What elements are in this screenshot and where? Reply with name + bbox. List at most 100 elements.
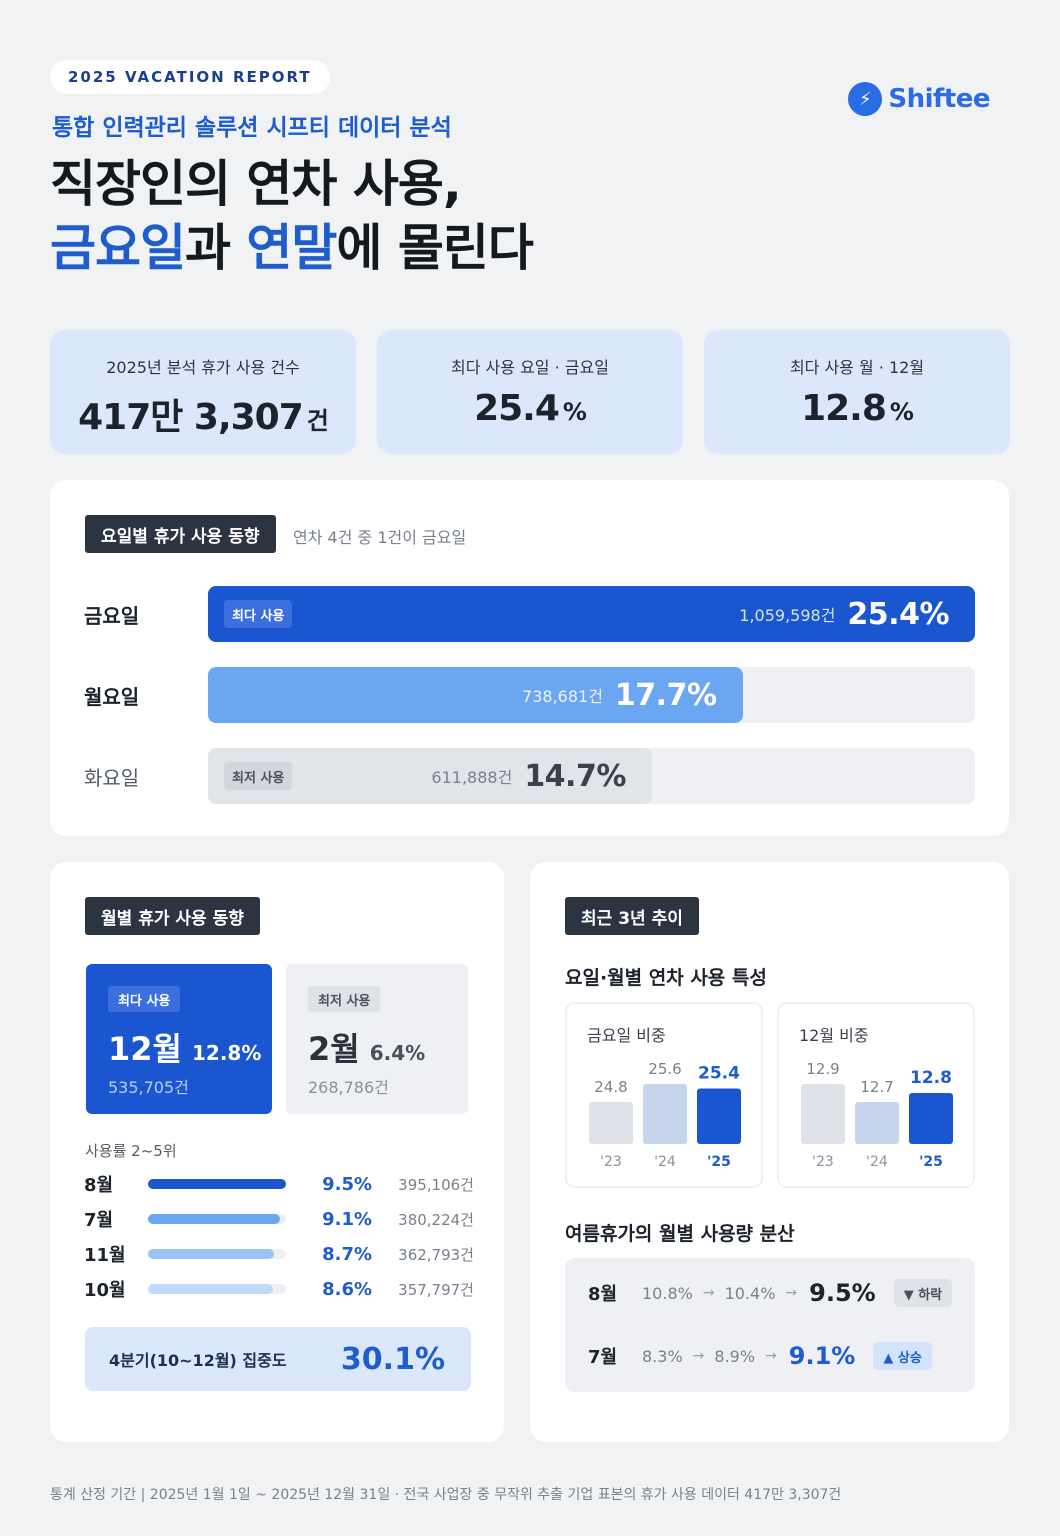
q4-value: 30.1% <box>340 1341 445 1377</box>
rank-count: 362,793건 <box>398 1245 474 1264</box>
weekday-bar-track: 611,888건 14.7% 최저 사용 <box>208 748 975 804</box>
trend-section1-title: 요일·월별 연차 사용 특성 <box>565 967 767 989</box>
min-month-main: 2월 6.4% <box>308 1024 425 1070</box>
footnote: 통계 산정 기간 | 2025년 1월 1일 ~ 2025년 12월 31일 ·… <box>50 1487 842 1503</box>
december-share-chart: 12월 비중 12.9 '23 12.7 '24 12.8 '25 <box>777 1002 975 1188</box>
rank-bar-track <box>148 1249 286 1259</box>
rank-row: 11월 8.7% 362,793건 <box>84 1241 474 1267</box>
rank-row: 7월 9.1% 380,224건 <box>84 1206 474 1232</box>
min-usage-badge: 최저 사용 <box>308 986 381 1012</box>
trend-section2-title: 여름휴가의 월별 사용량 분산 <box>565 1223 795 1245</box>
weekday-label-monday: 월요일 <box>84 685 140 709</box>
headline-connector: 과 <box>185 219 247 277</box>
trend-value-label: 24.8 <box>594 1078 627 1096</box>
report-subtitle: 통합 인력관리 솔루션 시프티 데이터 분석 <box>52 115 452 141</box>
stat-unit: % <box>562 398 587 426</box>
headline-line-1: 직장인의 연차 사용, <box>50 155 462 213</box>
rank-bar <box>148 1249 275 1259</box>
trend-value-label: 25.4 <box>698 1064 740 1084</box>
weekday-value: 1,059,598건 25.4% <box>739 586 949 642</box>
rank-bar-track <box>148 1214 286 1224</box>
weekday-count: 611,888건 <box>431 768 513 787</box>
arrow-right-icon: → <box>702 1285 715 1301</box>
weekday-value: 611,888건 14.7% <box>431 748 626 804</box>
stat-value: 25.4% <box>377 388 683 429</box>
weekday-value: 738,681건 17.7% <box>522 667 717 723</box>
trend-year-label: '23 <box>812 1154 834 1170</box>
stat-label: 2025년 분석 휴가 사용 건수 <box>106 358 300 377</box>
rank-month: 11월 <box>84 1245 126 1266</box>
headline-highlight-friday: 금요일 <box>50 219 186 277</box>
rank-count: 380,224건 <box>398 1210 474 1229</box>
stat-unit: % <box>889 398 914 426</box>
rank-month: 8월 <box>84 1175 114 1196</box>
rank-row: 8월 9.5% 395,106건 <box>84 1171 474 1197</box>
stat-label: 최다 사용 월 · 12월 <box>789 358 925 377</box>
weekday-count: 1,059,598건 <box>739 606 836 625</box>
max-month-count: 535,705건 <box>108 1078 189 1097</box>
q4-concentration-box: 4분기(10~12월) 집중도 30.1% <box>85 1327 471 1391</box>
trend-year-label: '23 <box>600 1154 622 1170</box>
mini-chart-title: 12월 비중 <box>799 1026 869 1045</box>
decrease-badge: ▼ 하락 <box>893 1279 953 1307</box>
stat-value: 12.8% <box>704 388 1010 429</box>
trend-year-label: '25 <box>919 1154 943 1170</box>
summer-value-25: 9.5% <box>809 1279 876 1307</box>
rank-pct: 8.6% <box>322 1278 372 1300</box>
max-usage-badge: 최다 사용 <box>108 986 181 1012</box>
min-month-pct: 6.4% <box>369 1041 426 1065</box>
trend-bar-december-1 <box>855 1102 899 1144</box>
shiftee-logo: ⚡ Shiftee <box>848 82 990 116</box>
friday-share-chart: 금요일 비중 24.8 '23 25.6 '24 25.4 '25 <box>565 1002 763 1188</box>
rank-month: 10월 <box>84 1280 126 1301</box>
rank-month: 7월 <box>84 1210 114 1231</box>
stat-value: 417만 3,307 건 <box>50 388 356 440</box>
trend-value-label: 12.9 <box>806 1060 839 1078</box>
monthly-section-tag: 월별 휴가 사용 동향 <box>85 897 260 935</box>
trend-bar-december-2 <box>909 1093 953 1144</box>
rank-count: 357,797건 <box>398 1280 474 1299</box>
increase-badge: ▲ 상승 <box>873 1342 932 1370</box>
rank-bar <box>148 1284 273 1294</box>
stat-number: 417만 3,307 <box>78 397 304 438</box>
logo-text: Shiftee <box>888 84 990 114</box>
trend-section-tag: 최근 3년 추이 <box>565 897 699 935</box>
stat-card-top-month: 최다 사용 월 · 12월 12.8% <box>704 330 1010 454</box>
weekday-label-tuesday: 화요일 <box>84 766 140 790</box>
rank-pct: 8.7% <box>322 1243 372 1265</box>
weekday-bar-friday <box>208 586 975 642</box>
max-month-main: 12월 12.8% <box>108 1024 261 1070</box>
min-usage-badge: 최저 사용 <box>224 762 293 790</box>
rank-bar <box>148 1179 286 1189</box>
summer-row-august: 8월 10.8% → 10.4% → 9.5% ▼ 하락 <box>588 1273 958 1313</box>
rank-bar-track <box>148 1179 286 1189</box>
rank-title: 사용률 2~5위 <box>85 1142 177 1160</box>
headline-highlight-yearend: 연말 <box>246 219 337 277</box>
rank-bar <box>148 1214 281 1224</box>
weekday-section-tag: 요일별 휴가 사용 동향 <box>85 515 276 553</box>
summer-value-25: 9.1% <box>788 1342 856 1370</box>
stat-card-top-weekday: 최다 사용 요일 · 금요일 25.4% <box>377 330 683 454</box>
arrow-right-icon: → <box>785 1285 798 1301</box>
report-tag: 2025 VACATION REPORT <box>50 60 330 94</box>
summer-value-24: 10.4% <box>724 1283 776 1303</box>
rank-pct: 9.1% <box>322 1208 372 1230</box>
lightning-bolt-icon: ⚡ <box>848 82 883 116</box>
rank-row: 10월 8.6% 357,797건 <box>84 1276 474 1302</box>
weekday-label-friday: 금요일 <box>84 604 140 628</box>
weekday-pct: 25.4% <box>847 596 949 632</box>
stat-label: 최다 사용 요일 · 금요일 <box>451 358 609 377</box>
weekday-count: 738,681건 <box>522 687 603 706</box>
stat-unit: 건 <box>306 407 329 435</box>
stat-number: 12.8 <box>801 388 887 429</box>
stat-card-total: 2025년 분석 휴가 사용 건수 417만 3,307 건 <box>50 330 356 454</box>
summer-value-24: 8.9% <box>714 1346 756 1366</box>
max-usage-badge: 최다 사용 <box>224 600 293 628</box>
summer-value-23: 10.8% <box>642 1283 693 1303</box>
headline-ending: 에 몰린다 <box>336 219 533 277</box>
summer-value-23: 8.3% <box>642 1346 683 1366</box>
trend-year-label: '24 <box>866 1154 888 1170</box>
weekday-bar-monday: 738,681건 17.7% <box>208 667 743 723</box>
rank-count: 395,106건 <box>398 1175 474 1194</box>
trend-year-label: '24 <box>654 1154 676 1170</box>
